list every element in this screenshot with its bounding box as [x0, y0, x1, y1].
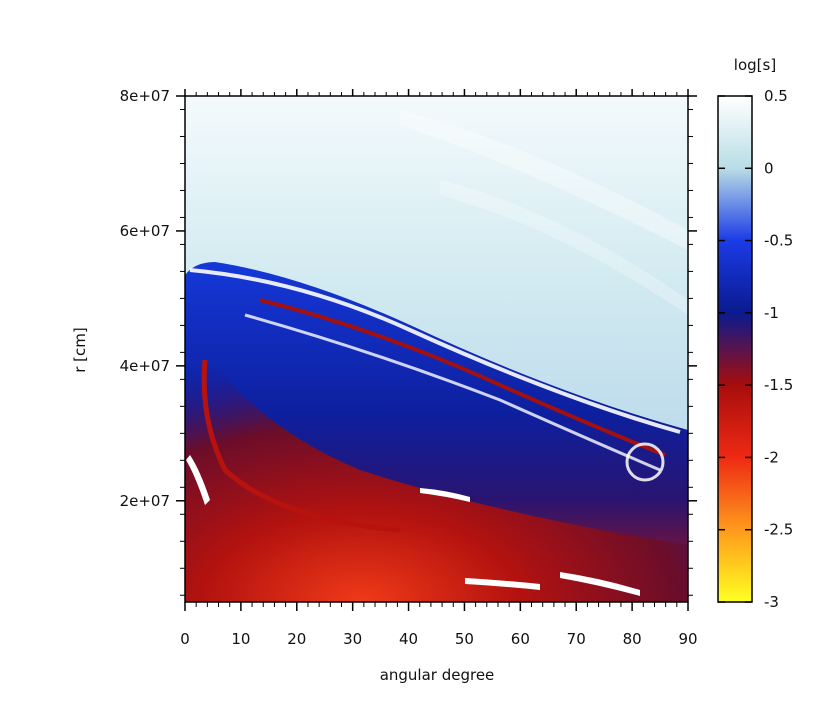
colorbar-gradient-rect	[717, 95, 753, 603]
x-tick-label: 70	[567, 630, 586, 648]
colorbar-tick-label: -0.5	[764, 232, 793, 250]
colorbar-tick-label: 0.5	[764, 87, 788, 105]
colorbar-tick-label: -1.5	[764, 376, 793, 394]
inner-red-ring	[201, 359, 401, 533]
x-axis-ticks: 0 10 20 30 40 50 60 70 80 90	[180, 89, 698, 648]
white-fleck	[186, 455, 210, 505]
faint-streak	[400, 110, 688, 250]
colorbar-tick-label: -2	[764, 448, 779, 466]
white-fleck	[465, 578, 540, 590]
x-tick-label: 10	[231, 630, 250, 648]
x-tick-label: 30	[343, 630, 362, 648]
core-region	[185, 320, 688, 602]
faint-streak	[440, 180, 688, 315]
x-tick-label: 90	[678, 630, 697, 648]
x-axis-label: angular degree	[380, 666, 495, 684]
white-fleck	[560, 572, 640, 596]
x-tick-label: 40	[399, 630, 418, 648]
x-tick-label: 60	[511, 630, 530, 648]
colorbar-ticks: 0.5 0 -0.5 -1 -1.5 -2 -2.5 -3	[718, 87, 793, 611]
vortex-ring	[625, 442, 665, 482]
y-tick-label: 2e+07	[120, 492, 170, 510]
x-tick-label: 0	[180, 630, 190, 648]
colorbar-tick-label: -3	[764, 593, 779, 611]
shock-front-white-band	[244, 313, 661, 472]
y-tick-label: 6e+07	[120, 222, 170, 240]
y-axis-ticks: 2e+07 4e+07 6e+07 8e+07	[120, 87, 697, 510]
white-fleck	[420, 488, 470, 502]
colorbar: 0.5 0 -0.5 -1 -1.5 -2 -2.5 -3 log[s]	[717, 56, 793, 611]
x-tick-label: 50	[455, 630, 474, 648]
x-tick-label: 80	[623, 630, 642, 648]
heatmap-field	[185, 96, 688, 602]
y-tick-label: 8e+07	[120, 87, 170, 105]
colorbar-tick-label: -2.5	[764, 521, 793, 539]
x-tick-label: 20	[287, 630, 306, 648]
shock-front-highlight	[189, 268, 681, 434]
plot-frame	[184, 95, 689, 603]
colorbar-label: log[s]	[734, 56, 776, 74]
y-tick-label: 4e+07	[120, 357, 170, 375]
shock-front-red-band	[259, 298, 666, 457]
colorbar-tick-label: -1	[764, 304, 779, 322]
minor-ticks	[180, 92, 693, 607]
colorbar-tick-label: 0	[764, 159, 774, 177]
y-axis-label: r [cm]	[71, 327, 89, 373]
